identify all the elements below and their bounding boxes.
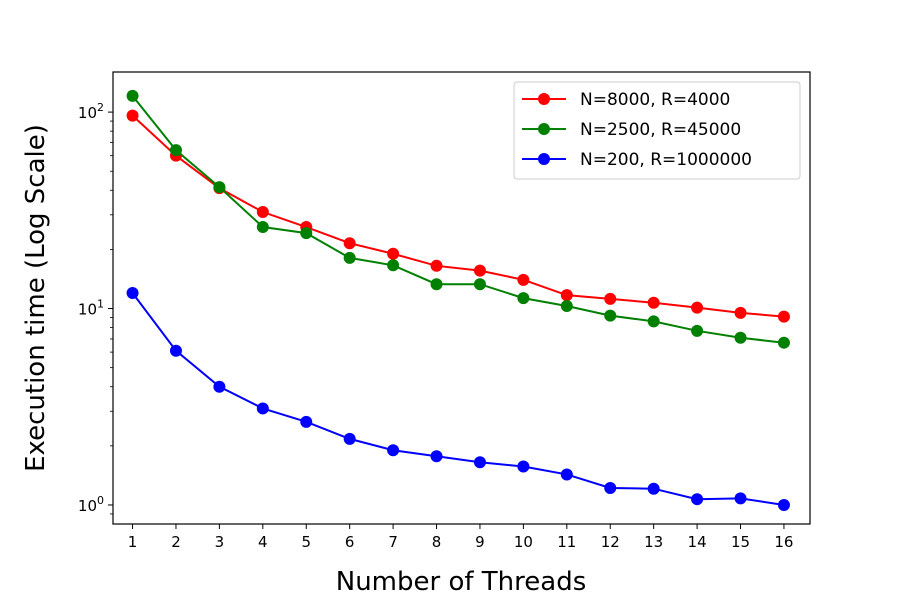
x-tick-label: 3	[215, 533, 225, 551]
data-point	[473, 456, 486, 469]
legend-swatch-marker	[538, 123, 550, 135]
legend-label: N=2500, R=45000	[580, 120, 741, 140]
x-axis-label: Number of Threads	[336, 567, 587, 597]
data-point	[777, 498, 790, 511]
data-point	[213, 181, 226, 194]
data-point	[256, 221, 269, 234]
data-point	[169, 144, 182, 157]
x-tick-label: 13	[644, 533, 663, 551]
data-point	[213, 380, 226, 393]
data-point	[343, 432, 356, 445]
series-line	[131, 292, 785, 506]
x-tick-label: 14	[688, 533, 707, 551]
data-point	[300, 415, 313, 428]
data-point	[604, 481, 617, 494]
y-tick-label: 100	[78, 494, 104, 515]
series-layer	[126, 89, 790, 511]
data-point	[430, 259, 443, 272]
legend-item: N=8000, R=4000	[522, 90, 730, 110]
x-tick-label: 7	[388, 533, 398, 551]
data-point	[430, 450, 443, 463]
data-point	[126, 286, 139, 299]
x-tick-label: 8	[432, 533, 442, 551]
data-point	[387, 444, 400, 457]
data-point	[343, 251, 356, 264]
x-axis-ticks: 1 2 3 4 5 6 7 8 9 10 11 12 13 14 15 16	[128, 524, 793, 551]
data-point	[473, 278, 486, 291]
data-point	[169, 344, 182, 357]
data-point	[647, 482, 660, 495]
data-point	[560, 289, 573, 302]
data-point	[647, 315, 660, 328]
x-tick-label: 11	[557, 533, 576, 551]
x-tick-label: 12	[601, 533, 620, 551]
series-3	[126, 286, 790, 511]
data-point	[256, 402, 269, 415]
x-tick-label: 1	[128, 533, 138, 551]
data-point	[343, 237, 356, 250]
data-point	[604, 292, 617, 305]
data-point	[691, 301, 704, 314]
data-point	[691, 324, 704, 337]
data-point	[604, 309, 617, 322]
data-point	[126, 109, 139, 122]
legend-label: N=8000, R=4000	[580, 90, 730, 110]
x-tick-label: 15	[731, 533, 750, 551]
legend-swatch-marker	[538, 93, 550, 105]
x-tick-label: 2	[171, 533, 181, 551]
legend-item: N=2500, R=45000	[522, 120, 741, 140]
x-tick-label: 4	[258, 533, 268, 551]
legend: N=8000, R=4000 N=2500, R=45000 N=200, R=10…	[513, 81, 801, 180]
data-point	[560, 468, 573, 481]
data-point	[734, 306, 747, 319]
data-point	[387, 247, 400, 260]
data-point	[430, 278, 443, 291]
legend-item: N=200, R=1000000	[522, 150, 752, 170]
legend-frame	[513, 81, 801, 180]
x-tick-label: 10	[514, 533, 533, 551]
series-line	[131, 114, 785, 318]
data-point	[517, 292, 530, 305]
x-tick-label: 6	[345, 533, 355, 551]
data-point	[256, 206, 269, 219]
x-tick-label: 9	[475, 533, 485, 551]
y-tick-label: 101	[78, 298, 104, 319]
data-point	[777, 310, 790, 323]
legend-label: N=200, R=1000000	[580, 150, 752, 170]
y-axis-label: Execution time (Log Scale)	[21, 124, 51, 472]
data-point	[560, 300, 573, 313]
data-point	[647, 296, 660, 309]
x-tick-label: 5	[301, 533, 311, 551]
data-point	[691, 493, 704, 506]
series-line	[131, 95, 785, 344]
data-point	[387, 259, 400, 272]
data-point	[517, 460, 530, 473]
data-point	[517, 273, 530, 286]
x-tick-label: 16	[774, 533, 793, 551]
data-point	[734, 331, 747, 344]
data-point	[126, 89, 139, 102]
data-point	[473, 264, 486, 277]
series-2	[126, 89, 790, 349]
data-point	[300, 227, 313, 240]
legend-swatch-marker	[538, 153, 550, 165]
data-point	[777, 336, 790, 349]
data-point	[734, 492, 747, 505]
y-axis-ticks: 100 101 102	[78, 101, 113, 515]
y-tick-label: 102	[78, 101, 104, 122]
